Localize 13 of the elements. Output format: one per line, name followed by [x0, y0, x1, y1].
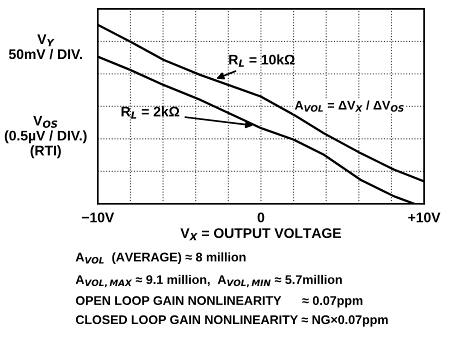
legend-label: R$_{L}$ = 2kΩ [122, 106, 180, 119]
text: A$_{VOL,MAX}$ ≈ 9.1 million, A$_{VOL,MIN}$ ≈ 5.7million [76, 274, 342, 288]
text: CLOSED LOOP GAIN NONLINEARITY ≈ NG×0.07ppm [76, 315, 388, 327]
x-tick-label: +10V [408, 212, 440, 222]
text: OPEN LOOP GAIN NONLINEARITY ≈ 0.07ppm [76, 296, 362, 308]
text: V$_{OS}$ (0.5µV / DIV.) (RTI) [4, 116, 87, 158]
y-axis-title: V$_{Y}$ 50mV / DIV. [8, 34, 82, 60]
annotation: A$_{VOL}$ = ΔV$_{X}$ / ΔV$_{OS}$ [294, 100, 404, 112]
x-tick-label: −10V [82, 212, 114, 222]
x-axis-title: V$_{X}$ = OUTPUT VOLTAGE [180, 228, 341, 240]
text: A$_{VOL}$ (AVERAGE) ≈ 8 million [76, 252, 246, 264]
series-label: R$_{L}$ = 10kΩ [229, 54, 295, 67]
x-tick-label: 0 [258, 212, 264, 222]
